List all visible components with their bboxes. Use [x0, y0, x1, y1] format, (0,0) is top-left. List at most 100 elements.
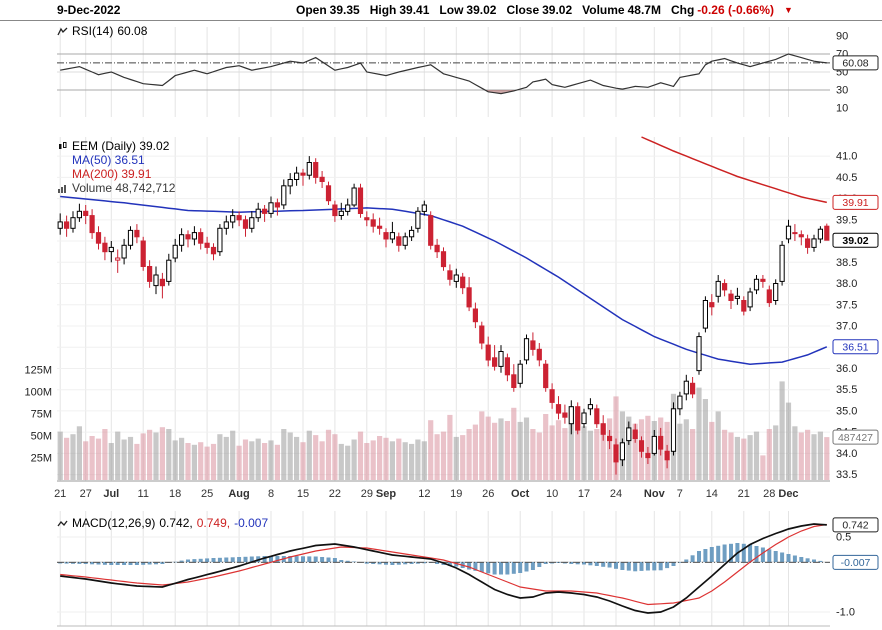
macd-histogram-bar [262, 556, 267, 562]
candle-body [741, 300, 747, 312]
volume-bar [134, 443, 140, 480]
candle-body [421, 204, 427, 212]
macd-histogram-bar [77, 562, 82, 564]
candle-body [325, 185, 332, 202]
candle-body [159, 278, 166, 287]
last-value-box-label: 39.02 [842, 235, 868, 247]
candle-body [683, 380, 689, 395]
last-value-box: 487427 [832, 429, 879, 445]
macd-histogram-bar [192, 559, 197, 562]
macd-histogram-bar [211, 558, 216, 562]
macd-histogram-bar [179, 560, 184, 562]
volume-bar [300, 442, 306, 480]
volume-bar [115, 431, 121, 480]
candle-body [575, 406, 581, 431]
volume-bar [153, 432, 159, 480]
candle-body [824, 225, 830, 241]
candle-body [230, 215, 236, 223]
header-low: Low 39.02 [439, 3, 497, 17]
candle-body [773, 283, 779, 301]
macd-histogram-bar [767, 549, 772, 563]
candle-body [319, 176, 325, 183]
volume-bar [753, 431, 760, 480]
last-value-boxes: 60.08 39.91 39.02 36.51 487427 0.742 -0.007 [832, 55, 879, 570]
volume-bar [798, 432, 804, 480]
volume-bar [568, 406, 574, 480]
price-tick-label: 37.5 [836, 299, 857, 311]
volume-bar [166, 429, 172, 480]
volume-tick-label: 100M [24, 387, 52, 399]
volume-series [57, 381, 830, 480]
price-tick-label: 33.5 [836, 469, 857, 481]
candle-body [83, 210, 89, 217]
macd-histogram-bar [582, 562, 586, 565]
price-tick-label: 38.5 [836, 257, 857, 269]
candle-body [460, 276, 466, 289]
candle-body [594, 408, 600, 425]
candle-body [555, 404, 562, 414]
volume-bar [702, 399, 708, 480]
volume-bar [409, 443, 415, 480]
x-tick-label: Aug [228, 488, 249, 500]
header-volume: Volume 48.7M [582, 3, 661, 17]
volume-bar [709, 421, 715, 480]
candle-body [485, 344, 491, 361]
macd-histogram-bar [805, 558, 810, 563]
candle-body [434, 244, 440, 253]
volume-bar [581, 426, 587, 480]
x-tick-label: 17 [578, 488, 590, 500]
volume-bar [402, 442, 408, 480]
volume-bar [453, 436, 459, 480]
macd-histogram-bar [792, 555, 797, 562]
x-tick-label: 29 [361, 488, 373, 500]
macd-histogram-bar [237, 557, 242, 562]
macd-histogram-bar [473, 562, 478, 571]
volume-bar [287, 432, 293, 480]
volume-bar [632, 423, 638, 480]
volume-bar [364, 443, 370, 480]
candle-body [76, 210, 83, 219]
volume-bar [121, 439, 127, 480]
volume-bar [511, 407, 517, 480]
volume-bar [460, 435, 466, 480]
macd-histogram-bar [601, 562, 606, 567]
volume-bar [824, 437, 830, 480]
volume-bar [268, 440, 274, 480]
volume-bar [498, 418, 504, 480]
volume-bar [396, 438, 402, 480]
candle-body [626, 427, 632, 442]
macd-panel [57, 523, 830, 614]
candle-body [409, 229, 415, 238]
candle-body [658, 435, 664, 450]
candle-body [440, 251, 447, 268]
volume-bar [102, 429, 108, 480]
macd-histogram-bar [96, 562, 101, 565]
x-tick-label: Dec [778, 488, 798, 500]
macd-histogram-bar [128, 562, 133, 565]
candle-body [549, 389, 555, 403]
x-tick-label: 19 [450, 488, 462, 500]
candle-body [447, 270, 453, 280]
x-tick-label: 21 [54, 488, 66, 500]
volume-bar [217, 434, 223, 480]
volume-bar [434, 434, 440, 480]
x-tick-label: 11 [138, 488, 149, 500]
volume-bar [127, 436, 134, 480]
candle-body [300, 172, 306, 176]
volume-bar [523, 417, 530, 480]
volume-bar [57, 431, 63, 480]
candle-body [479, 325, 485, 344]
macd-histogram-bar [499, 562, 503, 575]
last-value-box: 36.51 [832, 339, 879, 355]
volume-bar [479, 411, 485, 480]
candle-body [166, 259, 172, 282]
macd-histogram-bar [377, 562, 382, 565]
macd-histogram-bar [90, 562, 95, 565]
candle-body [102, 242, 108, 253]
rsi-tick-label: 30 [836, 85, 848, 97]
volume-bar [377, 436, 383, 480]
macd-histogram-bar [614, 562, 618, 569]
macd-value: 0.742, [159, 516, 193, 530]
volume-bar [198, 442, 204, 480]
volume-bar [677, 423, 683, 480]
